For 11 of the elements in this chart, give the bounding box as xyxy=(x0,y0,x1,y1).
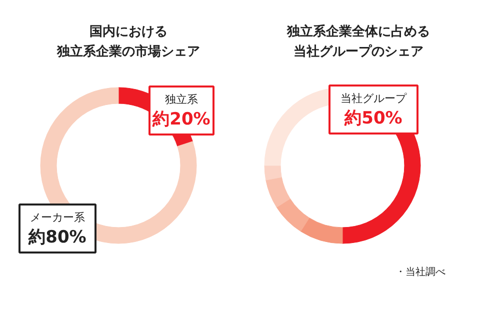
chart-title: 国内における xyxy=(90,24,168,40)
slice-label: メーカー系 xyxy=(30,211,85,224)
text: ・当社調べ xyxy=(396,266,446,278)
chart-subtitle: 独立系企業の市場シェア xyxy=(56,44,200,60)
slice-label: 独立系 xyxy=(165,93,198,106)
chart-title: 独立系企業全体に占める xyxy=(286,24,430,40)
chart-subtitle: 当社グループのシェア xyxy=(294,44,424,60)
data-label: 約80% xyxy=(28,228,86,248)
slice-label: 当社グループ xyxy=(340,92,408,105)
data-label: 約50% xyxy=(344,108,402,128)
data-label: 約20% xyxy=(152,110,210,130)
